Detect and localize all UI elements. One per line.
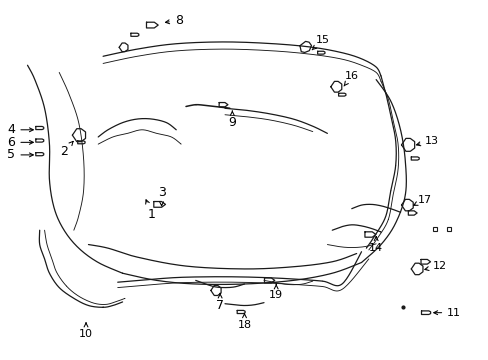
Text: 12: 12 [424,261,446,271]
Text: 17: 17 [413,195,431,205]
Text: 13: 13 [416,136,438,146]
Text: 2: 2 [60,141,73,158]
Text: 4: 4 [7,123,33,136]
Text: 10: 10 [79,323,93,339]
Text: 18: 18 [237,314,251,330]
Text: 19: 19 [268,284,283,300]
Text: 11: 11 [433,308,460,318]
Text: 16: 16 [343,71,358,86]
Text: 15: 15 [311,35,329,50]
Text: 1: 1 [145,200,156,221]
Text: 6: 6 [7,136,33,149]
Text: 5: 5 [7,148,33,161]
Text: 8: 8 [165,14,183,27]
Text: 3: 3 [157,186,165,206]
Text: 7: 7 [216,293,224,312]
Text: 14: 14 [368,237,383,253]
Text: 9: 9 [228,111,236,129]
